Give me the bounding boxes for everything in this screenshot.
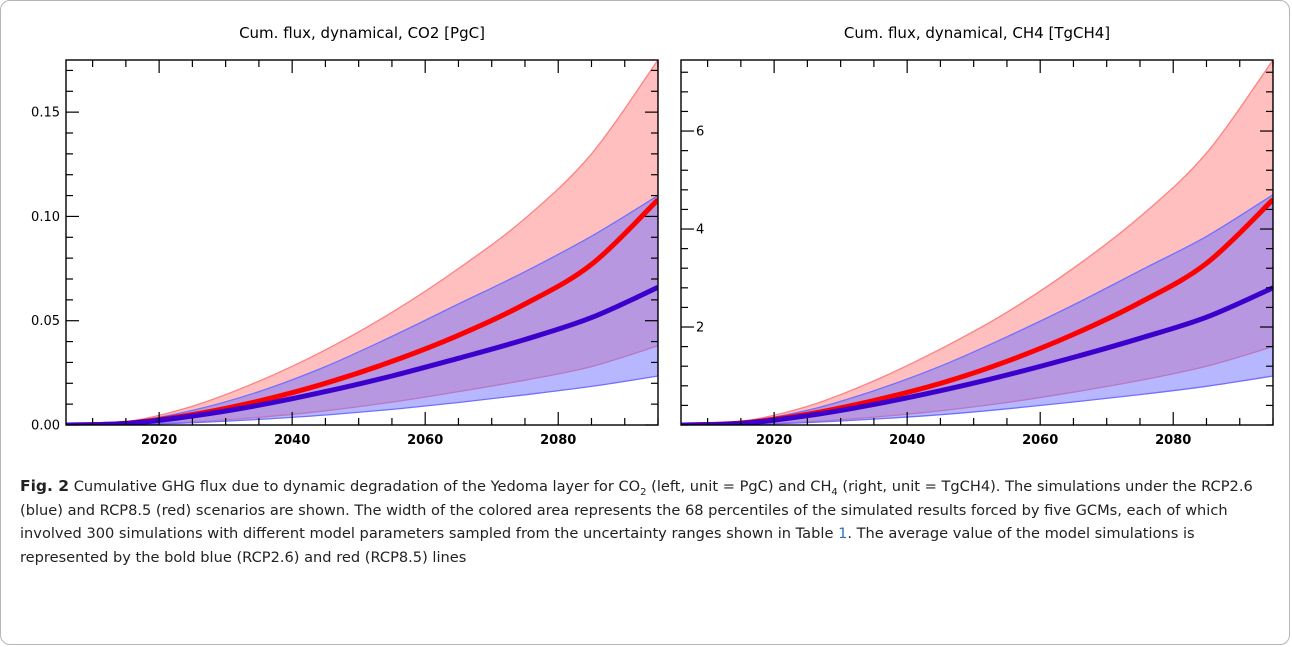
x-tick-label: 2020 [141, 433, 177, 448]
x-tick-label: 2040 [274, 433, 310, 448]
series-2-mean-line [681, 285, 1273, 425]
plot-area [66, 60, 658, 425]
tick-marks [681, 60, 1274, 426]
chart-title: Cum. flux, dynamical, CO2 [PgC] [239, 24, 485, 42]
caption-table-link[interactable]: 1 [838, 525, 848, 542]
figure-caption: Fig. 2 Cumulative GHG flux due to dynami… [20, 475, 1275, 569]
chart-panel-2: Cum. flux, dynamical, CH4 [TgCH4] 2020 204… [680, 24, 1274, 448]
series-2-mean-line [66, 285, 658, 425]
caption-label: Fig. 2 [20, 477, 70, 495]
y-tick-label: 0.00 [31, 419, 60, 434]
x-tick-label: 2080 [540, 433, 576, 448]
caption-text-1: Cumulative GHG flux due to dynamic degra… [69, 478, 641, 495]
y-tick-label: 4 [696, 223, 704, 238]
tick-marks [66, 60, 659, 426]
axes-frame [680, 59, 1274, 426]
x-tick-label: 2020 [756, 433, 792, 448]
caption-text-3: (right, unit = TgCH4). The simulations u… [20, 478, 1253, 542]
axes-frame [65, 59, 659, 426]
x-tick-label: 2060 [1022, 433, 1058, 448]
x-tick-label: 2060 [407, 433, 443, 448]
caption-text-4: . The average value of the model simulat… [20, 525, 1195, 566]
x-tick-label: 2080 [1155, 433, 1191, 448]
y-tick-label: 2 [696, 321, 704, 336]
figure-charts: Cum. flux, dynamical, CO2 [PgC] 2020 2040 2… [31, 24, 1274, 448]
y-tick-label: 0.15 [31, 106, 60, 121]
caption-subscript-co2: 2 [640, 486, 647, 498]
x-tick-label: 2040 [889, 433, 925, 448]
caption-text-2: (left, unit = PgC) and CH [646, 478, 832, 495]
y-tick-label: 0.10 [31, 210, 60, 225]
chart-panel-1: Cum. flux, dynamical, CO2 [PgC] 2020 2040 2… [31, 24, 659, 448]
y-tick-label: 6 [696, 125, 704, 140]
plot-area [681, 60, 1273, 425]
chart-title: Cum. flux, dynamical, CH4 [TgCH4] [844, 24, 1110, 42]
y-tick-label: 0.05 [31, 314, 60, 329]
caption-subscript-ch4: 4 [831, 486, 838, 498]
